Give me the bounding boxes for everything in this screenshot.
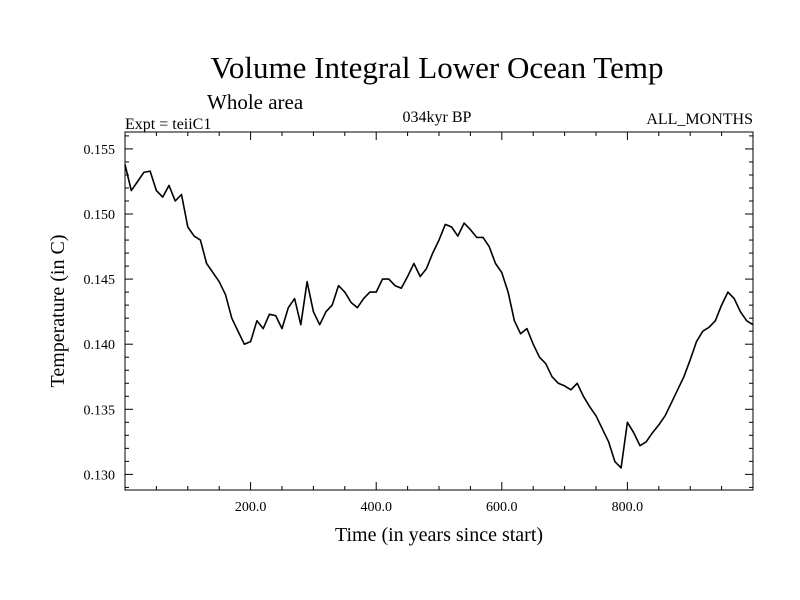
y-tick-label: 0.145 (84, 273, 116, 288)
period-label: 034kyr BP (403, 109, 472, 126)
y-tick-label: 0.135 (84, 403, 116, 418)
plot-frame (124, 131, 754, 491)
series-layer (124, 164, 754, 469)
experiment-label: Expt = teiiC1 (125, 116, 211, 133)
y-axis-ticks: 0.130 0.135 0.140 0.145 0.150 0.155 (84, 135, 753, 488)
series-line (124, 164, 754, 469)
y-tick-label: 0.150 (84, 208, 116, 223)
y-tick-label: 0.140 (84, 338, 116, 353)
x-tick-label: 600.0 (486, 500, 518, 515)
x-tick-label: 400.0 (360, 500, 392, 515)
chart-title: Volume Integral Lower Ocean Temp (211, 50, 664, 85)
x-axis-label: Time (in years since start) (335, 524, 543, 546)
x-tick-label: 800.0 (612, 500, 644, 515)
x-axis-ticks: 200.0 400.0 600.0 800.0 (155, 132, 723, 515)
y-tick-label: 0.155 (84, 143, 116, 158)
y-tick-label: 0.130 (84, 468, 116, 483)
months-label: ALL_MONTHS (646, 111, 753, 128)
chart-subtitle: Whole area (207, 90, 304, 114)
x-tick-label: 200.0 (235, 500, 267, 515)
y-axis-label: Temperature (in C) (47, 235, 69, 388)
